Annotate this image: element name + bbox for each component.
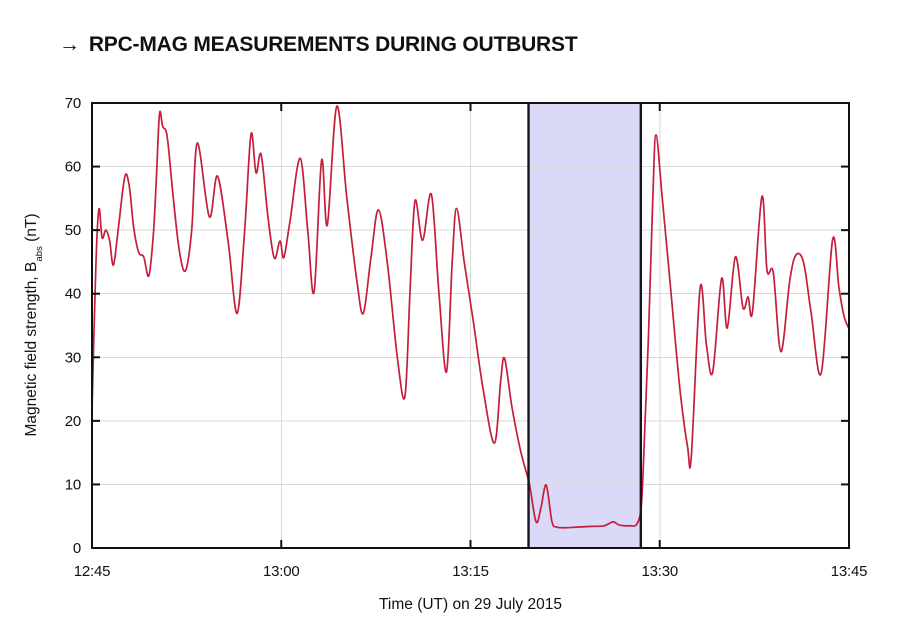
y-axis-subscript: abs [34,246,46,262]
x-tick-label: 13:45 [831,563,868,580]
y-tick-label: 0 [73,540,81,557]
y-axis-title: Magnetic field strength, Babs (nT) [22,213,46,437]
y-tick-label: 30 [65,349,81,366]
page-title-text: RPC-MAG MEASUREMENTS DURING OUTBURST [88,33,578,56]
arrow-icon: → [59,33,80,56]
y-tick-label: 10 [65,476,81,493]
x-axis-title: Time (UT) on 29 July 2015 [379,596,562,613]
outburst-band [528,103,641,548]
y-tick-label: 50 [65,222,81,239]
x-tick-label: 12:45 [74,563,111,580]
y-tick-label: 40 [65,286,81,303]
magnetic-field-line [91,105,850,529]
y-tick-label: 20 [65,413,81,430]
y-tick-label: 60 [65,159,81,176]
x-tick-label: 13:00 [263,563,300,580]
page-title: → RPC-MAG MEASUREMENTS DURING OUTBURST [59,33,578,57]
y-tick-label: 70 [65,95,81,112]
x-tick-label: 13:30 [641,563,678,580]
x-tick-label: 13:15 [452,563,489,580]
